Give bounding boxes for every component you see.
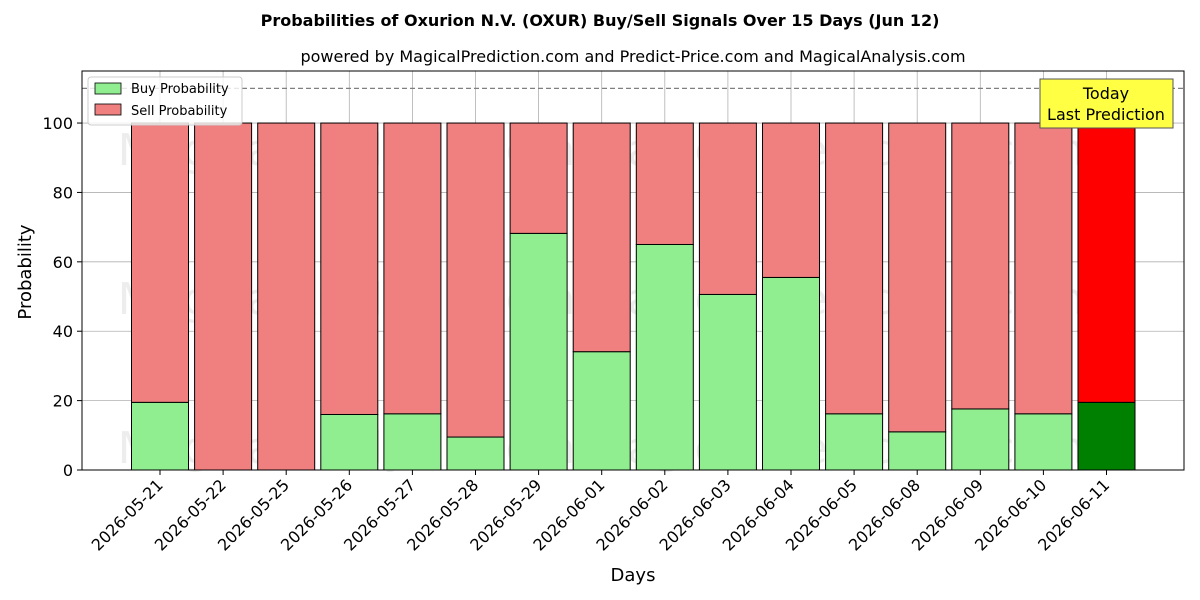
today-annotation-box xyxy=(1039,78,1174,129)
bars xyxy=(131,122,1136,471)
bar-buy xyxy=(509,232,568,471)
y-axis-label: Probability xyxy=(15,224,36,319)
bar-buy xyxy=(131,401,189,471)
bar-sell xyxy=(1014,122,1073,415)
legend-label-sell: Sell Probability xyxy=(131,104,228,119)
legend: Buy Probability Sell Probability xyxy=(87,76,243,126)
bar-sell xyxy=(1077,122,1136,403)
today-annotation: Today Last Prediction xyxy=(1039,78,1174,129)
bar-buy xyxy=(825,413,884,471)
chart-title: Probabilities of Oxurion N.V. (OXUR) Buy… xyxy=(261,11,940,30)
bar-buy xyxy=(1014,413,1073,471)
legend-swatch-buy xyxy=(94,82,122,95)
bar-buy xyxy=(698,293,757,471)
bar-buy xyxy=(951,408,1010,471)
y-tick-label: 100 xyxy=(42,114,73,133)
bar-buy xyxy=(446,436,505,471)
legend-swatch-sell xyxy=(94,103,122,116)
y-axis: 0 20 40 60 80 100 xyxy=(42,114,82,480)
bar-sell xyxy=(446,122,505,438)
bar-sell xyxy=(509,122,568,234)
bar-sell xyxy=(131,122,189,403)
bar-buy xyxy=(572,351,631,471)
bar-buy xyxy=(888,431,947,471)
today-annotation-line1: Today xyxy=(1082,84,1129,103)
legend-frame xyxy=(87,76,243,126)
y-tick-label: 60 xyxy=(53,253,73,272)
bar-sell xyxy=(635,122,694,245)
bar-buy xyxy=(383,413,442,471)
y-tick-label: 20 xyxy=(53,392,73,411)
y-tick-label: 80 xyxy=(53,183,73,202)
x-axis-label: Days xyxy=(611,565,656,586)
bar-sell xyxy=(572,122,631,353)
bar-sell xyxy=(888,122,947,433)
bar-sell xyxy=(951,122,1010,410)
bar-buy xyxy=(320,413,379,471)
y-tick-label: 0 xyxy=(63,461,73,480)
bar-buy xyxy=(1077,401,1136,471)
chart-subtitle: powered by MagicalPrediction.com and Pre… xyxy=(300,47,965,66)
x-axis: 2026-05-212026-05-222026-05-252026-05-26… xyxy=(88,470,1113,555)
y-tick-label: 40 xyxy=(53,322,73,341)
bar-buy xyxy=(762,276,820,471)
bar-sell xyxy=(762,122,820,278)
bar-sell xyxy=(698,122,757,295)
bar-sell xyxy=(825,122,884,415)
bar-sell xyxy=(320,122,379,415)
bar-sell xyxy=(383,122,442,415)
legend-label-buy: Buy Probability xyxy=(131,82,229,97)
plot-frame xyxy=(81,70,1185,471)
bar-sell xyxy=(257,122,316,471)
today-annotation-line2: Last Prediction xyxy=(1047,105,1165,124)
bar-sell xyxy=(194,122,253,471)
bar-buy xyxy=(635,243,694,471)
